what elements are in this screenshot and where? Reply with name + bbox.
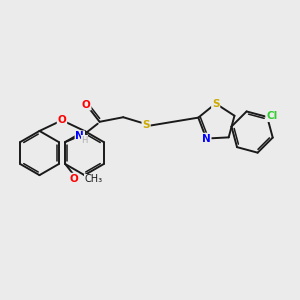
Text: N: N bbox=[202, 134, 211, 143]
Text: O: O bbox=[82, 100, 91, 110]
Text: S: S bbox=[142, 120, 150, 130]
Text: Cl: Cl bbox=[266, 111, 278, 121]
Text: CH₃: CH₃ bbox=[84, 174, 103, 184]
Text: S: S bbox=[212, 98, 219, 109]
Text: N: N bbox=[75, 131, 84, 141]
Text: O: O bbox=[69, 174, 78, 184]
Text: O: O bbox=[58, 115, 66, 125]
Text: H: H bbox=[82, 136, 88, 145]
